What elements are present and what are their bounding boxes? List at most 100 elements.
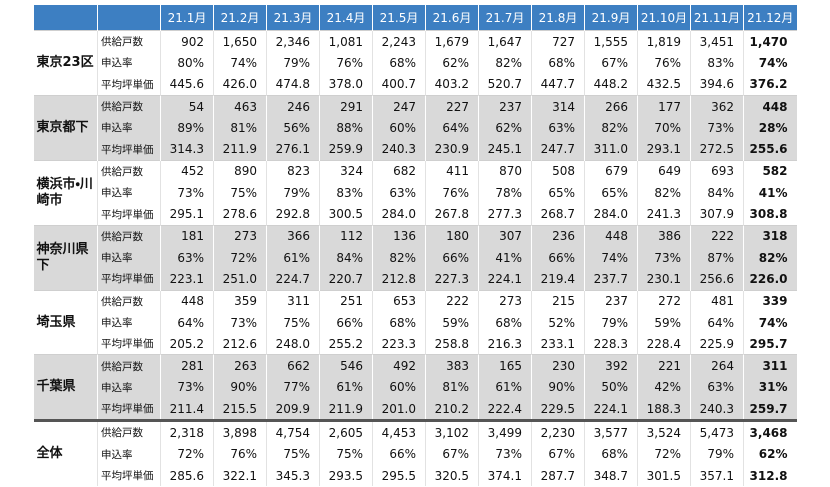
value-cell: 73% xyxy=(160,376,214,399)
value-cell: 823 xyxy=(266,159,320,183)
value-cell: 245.1 xyxy=(478,138,532,161)
metric-label: 平均坪単価 xyxy=(97,268,161,291)
value-cell: 62% xyxy=(743,443,797,465)
value-cell: 400.7 xyxy=(372,73,426,96)
value-cell: 448 xyxy=(584,224,638,247)
region-label: 千葉県 xyxy=(33,354,98,421)
metric-label: 申込率 xyxy=(97,246,161,269)
value-cell: 248.0 xyxy=(266,333,320,355)
value-cell: 5,473 xyxy=(690,419,744,444)
value-cell: 63% xyxy=(372,182,426,204)
value-cell: 225.9 xyxy=(690,333,744,355)
value-cell: 255.6 xyxy=(743,138,797,161)
value-cell: 251 xyxy=(319,289,373,312)
value-cell: 80% xyxy=(160,52,214,74)
metric-label: 供給戸数 xyxy=(97,94,161,118)
value-cell: 90% xyxy=(531,376,585,399)
value-cell: 2,346 xyxy=(266,30,320,53)
value-cell: 228.4 xyxy=(637,333,691,355)
value-cell: 67% xyxy=(584,52,638,74)
value-cell: 82% xyxy=(584,117,638,139)
metric-label: 供給戸数 xyxy=(97,30,161,53)
metric-label: 平均坪単価 xyxy=(97,138,161,161)
value-cell: 68% xyxy=(584,443,638,465)
value-cell: 870 xyxy=(478,159,532,183)
value-cell: 63% xyxy=(531,117,585,139)
value-cell: 61% xyxy=(319,376,373,399)
data-row: 申込率 89% 81% 56% 88% 60% 64% 62% 63% 82% 70% 73% 28% xyxy=(34,117,797,139)
value-cell: 284.0 xyxy=(372,203,426,226)
metric-label: 供給戸数 xyxy=(97,159,161,183)
value-cell: 72% xyxy=(637,443,691,465)
value-cell: 79% xyxy=(266,52,320,74)
value-cell: 233.1 xyxy=(531,333,585,355)
value-cell: 211.4 xyxy=(160,398,214,421)
value-cell: 383 xyxy=(425,354,479,377)
value-cell: 62% xyxy=(425,52,479,74)
value-cell: 362 xyxy=(690,94,744,118)
value-cell: 42% xyxy=(637,376,691,399)
region-group: 全体 供給戸数 2,318 3,898 4,754 2,605 4,453 3,102 3,49… xyxy=(33,419,797,487)
data-row: 平均坪単価 295.1 278.6 292.8 300.5 284.0 267.8 277.3… xyxy=(34,203,797,226)
value-cell: 259.9 xyxy=(319,138,373,161)
value-cell: 300.5 xyxy=(319,203,373,226)
month-header: 21.7月 xyxy=(478,5,532,31)
value-cell: 452 xyxy=(160,159,214,183)
value-cell: 291 xyxy=(319,94,373,118)
region-group: 千葉県 供給戸数 281 263 662 546 492 383 165 230 392 221 264… xyxy=(33,354,797,421)
value-cell: 68% xyxy=(531,52,585,74)
value-cell: 546 xyxy=(319,354,373,377)
value-cell: 79% xyxy=(690,443,744,465)
value-cell: 374.1 xyxy=(478,464,532,487)
value-cell: 1,081 xyxy=(319,30,373,53)
value-cell: 653 xyxy=(372,289,426,312)
value-cell: 272.5 xyxy=(690,138,744,161)
metric-label: 平均坪単価 xyxy=(97,398,161,421)
value-cell: 82% xyxy=(372,246,426,269)
value-cell: 258.8 xyxy=(425,333,479,355)
value-cell: 188.3 xyxy=(637,398,691,421)
value-cell: 3,898 xyxy=(213,419,267,444)
value-cell: 273 xyxy=(478,289,532,312)
header-blank xyxy=(97,5,161,31)
value-cell: 227.3 xyxy=(425,268,479,291)
value-cell: 264 xyxy=(690,354,744,377)
value-cell: 4,453 xyxy=(372,419,426,444)
value-cell: 59% xyxy=(425,311,479,334)
value-cell: 112 xyxy=(319,224,373,247)
value-cell: 266 xyxy=(584,94,638,118)
region-label: 東京23区 xyxy=(33,30,98,96)
value-cell: 76% xyxy=(213,443,267,465)
value-cell: 426.0 xyxy=(213,73,267,96)
metric-label: 供給戸数 xyxy=(97,419,161,444)
value-cell: 308.8 xyxy=(743,203,797,226)
value-cell: 228.3 xyxy=(584,333,638,355)
value-cell: 63% xyxy=(160,246,214,269)
value-cell: 2,605 xyxy=(319,419,373,444)
value-cell: 66% xyxy=(372,443,426,465)
region-label: 神奈川県下 xyxy=(33,224,98,291)
value-cell: 348.7 xyxy=(584,464,638,487)
value-cell: 448.2 xyxy=(584,73,638,96)
value-cell: 240.3 xyxy=(690,398,744,421)
value-cell: 284.0 xyxy=(584,203,638,226)
metric-label: 供給戸数 xyxy=(97,354,161,377)
value-cell: 79% xyxy=(266,182,320,204)
value-cell: 276.1 xyxy=(266,138,320,161)
value-cell: 3,524 xyxy=(637,419,691,444)
value-cell: 295.1 xyxy=(160,203,214,226)
metric-label: 平均坪単価 xyxy=(97,73,161,96)
value-cell: 256.6 xyxy=(690,268,744,291)
value-cell: 392 xyxy=(584,354,638,377)
value-cell: 230 xyxy=(531,354,585,377)
value-cell: 230.1 xyxy=(637,268,691,291)
value-cell: 73% xyxy=(160,182,214,204)
value-cell: 662 xyxy=(266,354,320,377)
region-label: 埼玉県 xyxy=(33,289,98,355)
value-cell: 3,468 xyxy=(743,419,797,444)
value-cell: 311 xyxy=(266,289,320,312)
value-cell: 679 xyxy=(584,159,638,183)
value-cell: 56% xyxy=(266,117,320,139)
header-blank xyxy=(33,5,98,31)
